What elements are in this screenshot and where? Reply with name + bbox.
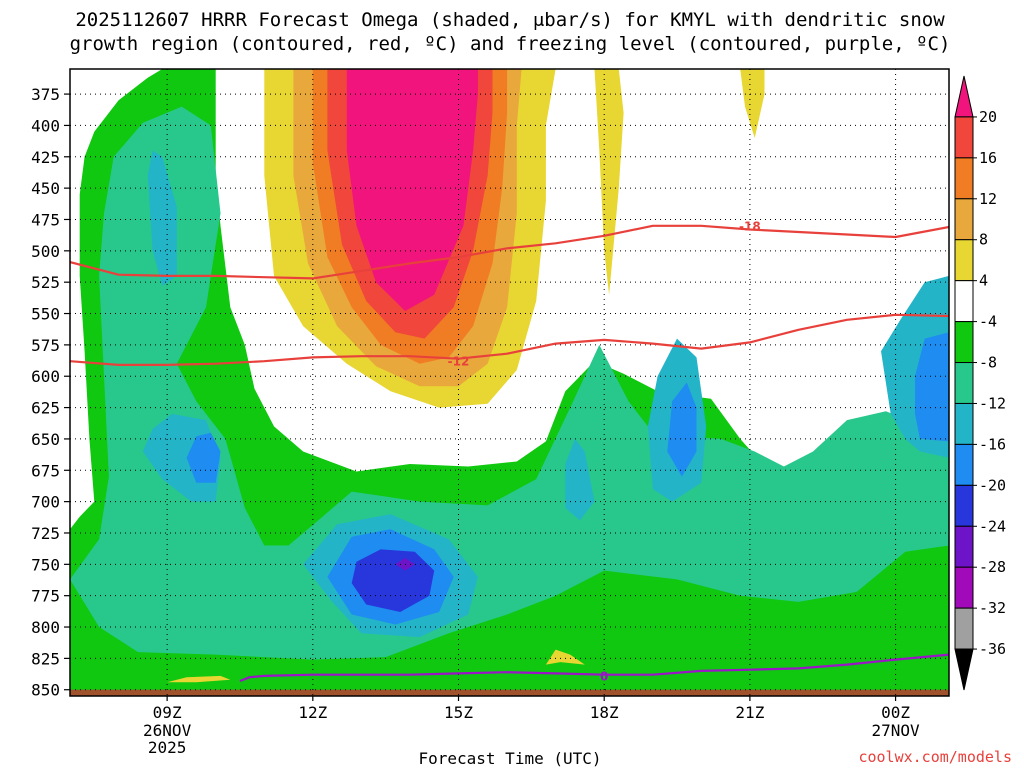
colorbar-label--24: -24: [979, 517, 1006, 535]
minus-12-line-label: -12: [448, 355, 470, 369]
colorbar-bin-8: [954, 402, 974, 445]
shade-cyan-mid-bump-1: [565, 438, 595, 521]
colorbar-bin-12: [954, 566, 974, 609]
y-tick-label-500: 500: [31, 242, 60, 261]
y-tick-label-475: 475: [31, 210, 60, 229]
y-tick-label-850: 850: [31, 681, 60, 700]
ground-band: [70, 689, 949, 696]
chart-title-line2: growth region (contoured, red, ºC) and f…: [70, 33, 951, 55]
colorbar-bin-9: [954, 443, 974, 486]
x-tick-label-21Z: 21Z: [735, 703, 764, 722]
x-axis-label: Forecast Time (UTC): [418, 749, 601, 768]
colorbar-label-16: 16: [979, 149, 997, 167]
x-tick-label-15Z: 15Z: [444, 703, 473, 722]
contours: -18 -12 0: [70, 219, 949, 683]
shade-yellow-strip-mid: [594, 69, 624, 295]
colorbar-bin-5: [954, 280, 974, 323]
y-tick-label-600: 600: [31, 367, 60, 386]
x-year-label-09Z: 2025: [148, 738, 187, 757]
colorbar-top-triangle: [954, 75, 974, 118]
minus-18-line-label: -18: [739, 219, 761, 233]
colorbar-label--16: -16: [979, 435, 1006, 453]
credit-text: coolwx.com/models: [858, 748, 1012, 766]
colorbar-bin-1: [954, 116, 974, 159]
colorbar-bin-3: [954, 198, 974, 241]
colorbar-bin-7: [954, 362, 974, 404]
colorbar-bottom-triangle: [954, 648, 974, 691]
shade-yellow-sliver: [167, 675, 231, 683]
x-tick-label-18Z: 18Z: [590, 703, 619, 722]
colorbar-label-12: 12: [979, 190, 997, 208]
x-tick-label-12Z: 12Z: [298, 703, 327, 722]
colorbar-label--4: -4: [979, 313, 997, 331]
freezing-level-line: [239, 653, 949, 683]
y-tick-label-425: 425: [31, 148, 60, 167]
colorbar-bin-10: [954, 484, 974, 527]
y-tick-label-625: 625: [31, 399, 60, 418]
colorbar-label--36: -36: [979, 640, 1006, 658]
colorbar-label--28: -28: [979, 558, 1006, 576]
y-tick-label-525: 525: [31, 273, 60, 292]
y-axis: 375 400 425 450 475 500 525 550 575 600 625 650 675 7…: [31, 85, 70, 700]
plot-frame: [69, 68, 950, 697]
y-tick-label-675: 675: [31, 461, 60, 480]
colorbar-bin-11: [954, 525, 974, 568]
colorbar-label--8: -8: [979, 354, 997, 372]
shade-cyan-upper-left: [147, 150, 177, 286]
colorbar-bin-13: [954, 607, 974, 650]
shade-blue-mid-bump: [667, 382, 697, 477]
colorbar-bin-2: [954, 157, 974, 200]
colorbar-bin-4: [954, 239, 974, 282]
omega-shading: [70, 69, 949, 696]
colorbar-bin-6: [954, 321, 974, 364]
freezing-level-line-label: 0: [600, 669, 608, 683]
colorbar-label--32: -32: [979, 599, 1006, 617]
y-tick-label-575: 575: [31, 336, 60, 355]
shade-yellow-top-right: [740, 69, 765, 138]
colorbar-label--20: -20: [979, 476, 1006, 494]
y-tick-label-650: 650: [31, 430, 60, 449]
colorbar-label-20: 20: [979, 108, 997, 126]
y-tick-label-825: 825: [31, 649, 60, 668]
y-tick-label-775: 775: [31, 587, 60, 606]
y-tick-label-550: 550: [31, 305, 60, 324]
y-tick-label-400: 400: [31, 116, 60, 135]
y-tick-label-725: 725: [31, 524, 60, 543]
x-tick-label-09Z: 09Z: [153, 703, 182, 722]
y-tick-label-700: 700: [31, 493, 60, 512]
x-tick-label-00Z: 00Z: [881, 703, 910, 722]
x-date-label-00Z: 27NOV: [871, 721, 920, 740]
y-tick-label-450: 450: [31, 179, 60, 198]
minus-12-line: [70, 313, 949, 366]
y-tick-label-750: 750: [31, 555, 60, 574]
colorbar-label--12: -12: [979, 394, 1006, 412]
shade-yellow-small-low: [545, 649, 585, 665]
shade-teal-main: [70, 106, 949, 660]
y-tick-label-800: 800: [31, 618, 60, 637]
minus-18-line: [70, 224, 949, 280]
x-date-label-09Z: 26NOV: [143, 721, 192, 740]
colorbar: 20 16 12 8 4 -4 -8 -12 -16 -20 -24 -28 -32 -36: [954, 75, 1006, 691]
chart-title-line1: 2025112607 HRRR Forecast Omega (shaded, …: [75, 9, 945, 31]
y-tick-label-375: 375: [31, 85, 60, 104]
colorbar-label-4: 4: [979, 272, 988, 290]
shade-blue-right: [915, 332, 949, 442]
colorbar-label-8: 8: [979, 231, 988, 249]
